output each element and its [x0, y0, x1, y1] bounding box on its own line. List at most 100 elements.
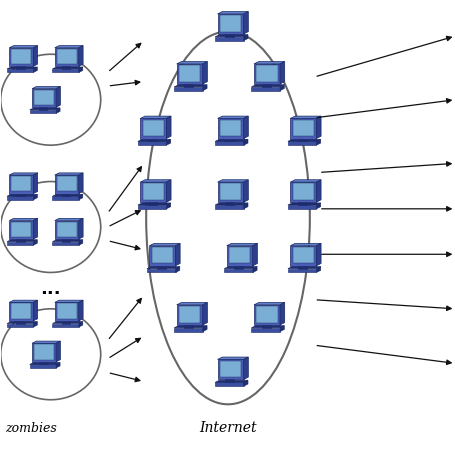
Polygon shape	[166, 180, 171, 203]
Text: zombies: zombies	[5, 420, 57, 434]
Polygon shape	[62, 194, 70, 197]
Polygon shape	[33, 195, 37, 200]
Polygon shape	[217, 12, 248, 15]
Polygon shape	[62, 67, 70, 71]
Polygon shape	[287, 206, 316, 209]
Polygon shape	[57, 177, 76, 192]
Polygon shape	[32, 87, 60, 90]
Polygon shape	[9, 49, 33, 67]
Polygon shape	[279, 62, 284, 85]
Polygon shape	[252, 267, 257, 273]
Polygon shape	[79, 46, 83, 67]
Polygon shape	[152, 248, 172, 264]
Polygon shape	[215, 203, 248, 206]
Polygon shape	[55, 173, 83, 176]
Polygon shape	[219, 16, 241, 33]
Polygon shape	[253, 303, 284, 305]
Polygon shape	[79, 300, 83, 321]
Polygon shape	[52, 324, 79, 327]
Polygon shape	[253, 305, 279, 325]
Polygon shape	[34, 91, 54, 106]
Polygon shape	[56, 109, 60, 114]
Polygon shape	[290, 244, 320, 246]
Polygon shape	[140, 183, 166, 203]
Polygon shape	[174, 86, 207, 88]
Polygon shape	[55, 221, 79, 239]
Ellipse shape	[146, 32, 309, 404]
Polygon shape	[7, 240, 37, 242]
Polygon shape	[228, 248, 250, 264]
Polygon shape	[57, 304, 76, 319]
Polygon shape	[137, 142, 166, 146]
Polygon shape	[316, 244, 320, 266]
Polygon shape	[33, 68, 37, 73]
Polygon shape	[215, 206, 243, 209]
Polygon shape	[33, 173, 38, 194]
Polygon shape	[316, 117, 320, 139]
Polygon shape	[217, 119, 243, 139]
Polygon shape	[243, 357, 248, 379]
Polygon shape	[157, 266, 166, 270]
Polygon shape	[243, 12, 248, 35]
Polygon shape	[184, 85, 193, 88]
Polygon shape	[316, 180, 320, 203]
Polygon shape	[30, 364, 56, 368]
Polygon shape	[79, 68, 83, 73]
Polygon shape	[7, 195, 37, 197]
Polygon shape	[62, 239, 70, 243]
Polygon shape	[217, 15, 243, 35]
Polygon shape	[251, 88, 279, 91]
Polygon shape	[55, 219, 83, 221]
Polygon shape	[79, 240, 83, 246]
Polygon shape	[217, 117, 248, 119]
Text: ...: ...	[40, 280, 61, 298]
Polygon shape	[57, 222, 76, 238]
Polygon shape	[148, 203, 157, 206]
Polygon shape	[166, 117, 171, 139]
Polygon shape	[251, 328, 279, 332]
Polygon shape	[279, 86, 284, 91]
Polygon shape	[219, 361, 241, 377]
Polygon shape	[243, 203, 248, 209]
Polygon shape	[217, 183, 243, 203]
Polygon shape	[292, 248, 313, 264]
Polygon shape	[79, 195, 83, 200]
Polygon shape	[30, 111, 56, 114]
Polygon shape	[174, 326, 207, 328]
Polygon shape	[225, 203, 234, 206]
Polygon shape	[56, 87, 60, 108]
Polygon shape	[142, 184, 164, 200]
Polygon shape	[149, 244, 180, 246]
Polygon shape	[184, 325, 193, 329]
Polygon shape	[215, 35, 248, 38]
Polygon shape	[290, 119, 316, 139]
Polygon shape	[33, 300, 38, 321]
Ellipse shape	[1, 55, 101, 146]
Polygon shape	[56, 363, 60, 368]
Polygon shape	[251, 326, 284, 328]
Polygon shape	[243, 380, 248, 386]
Polygon shape	[137, 140, 170, 142]
Polygon shape	[11, 50, 31, 65]
Polygon shape	[57, 50, 76, 65]
Polygon shape	[251, 86, 284, 88]
Polygon shape	[33, 46, 38, 67]
Polygon shape	[215, 383, 243, 386]
Polygon shape	[174, 328, 202, 332]
Polygon shape	[55, 176, 79, 194]
Polygon shape	[7, 68, 37, 70]
Text: Internet: Internet	[199, 420, 256, 434]
Polygon shape	[9, 46, 38, 49]
Polygon shape	[52, 68, 83, 70]
Polygon shape	[176, 65, 202, 85]
Polygon shape	[219, 184, 241, 200]
Polygon shape	[7, 70, 33, 73]
Polygon shape	[147, 267, 179, 269]
Polygon shape	[217, 357, 248, 359]
Polygon shape	[56, 341, 60, 362]
Polygon shape	[166, 203, 170, 209]
Polygon shape	[179, 66, 200, 82]
Polygon shape	[287, 140, 320, 142]
Polygon shape	[166, 140, 170, 146]
Polygon shape	[279, 303, 284, 325]
